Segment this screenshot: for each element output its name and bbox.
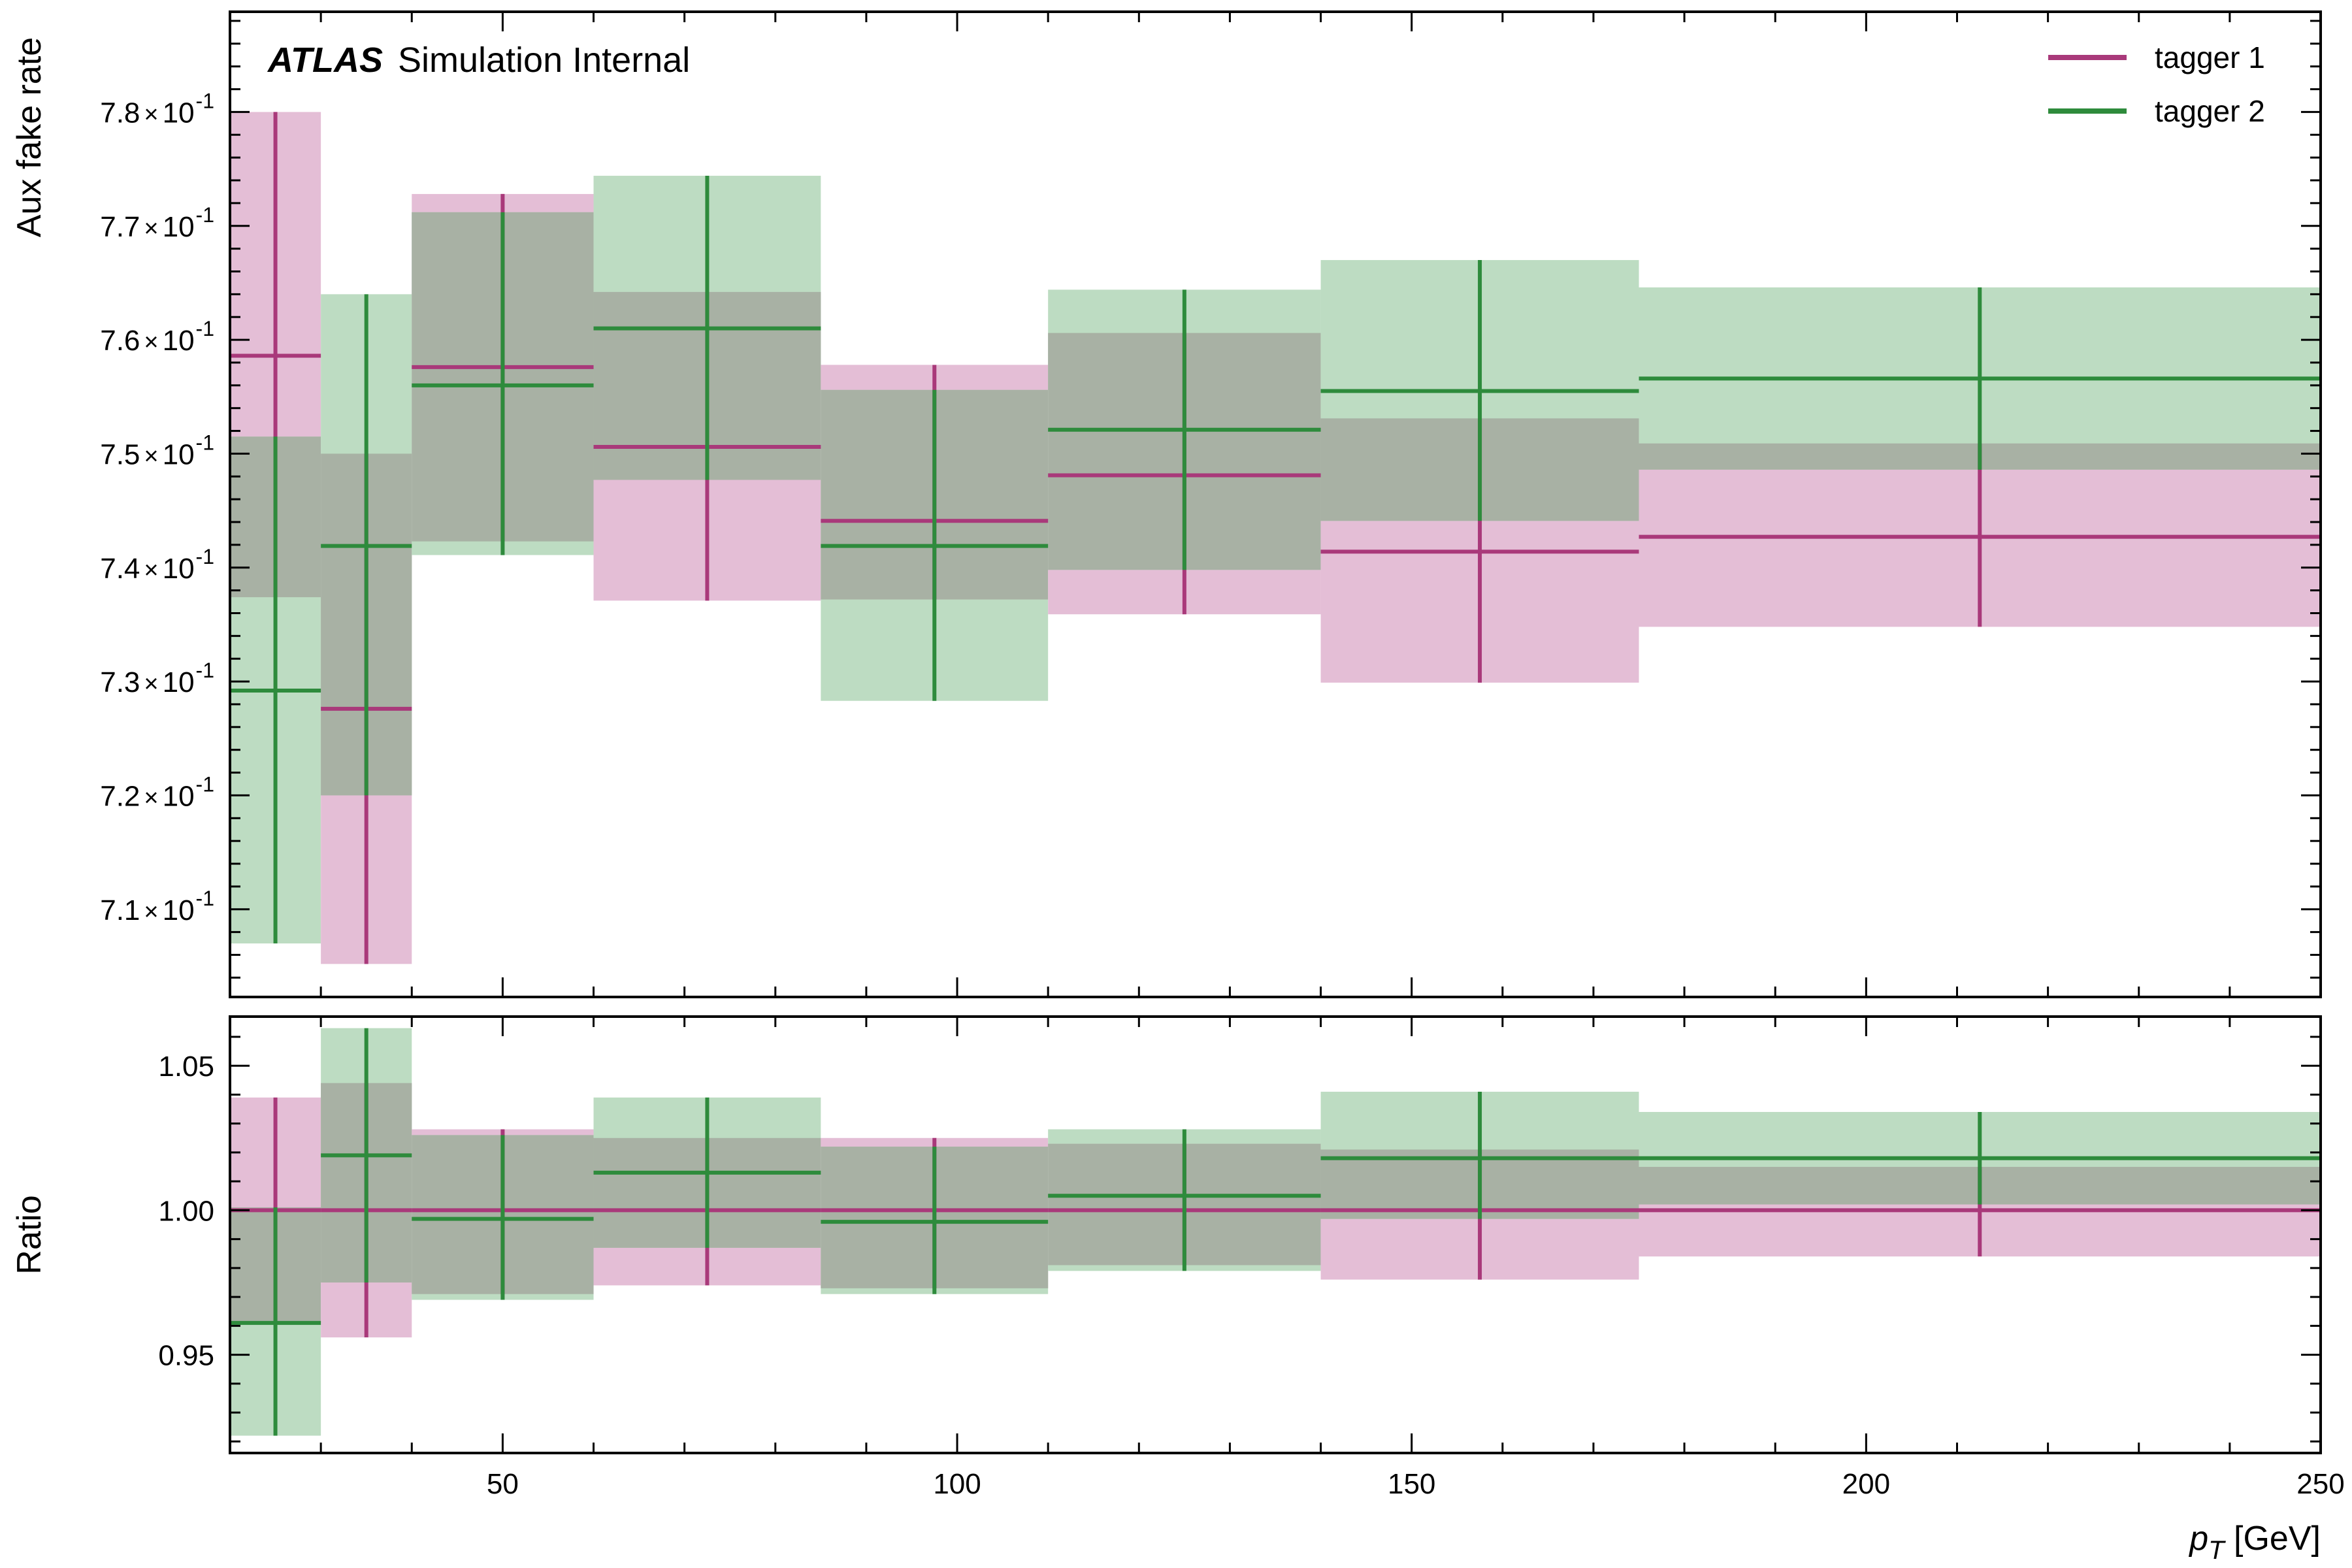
- xtick-label-1: 100: [933, 1468, 981, 1500]
- ytick-mantissa: 7.3: [100, 666, 140, 698]
- legend-label-tagger2: tagger 2: [2155, 94, 2265, 128]
- x-axis-label-p: p: [2188, 1520, 2208, 1558]
- xtick-label-2: 150: [1388, 1468, 1435, 1500]
- ytick-times: ×: [144, 442, 158, 470]
- ytick-base: 10: [163, 780, 195, 812]
- bottom-ytick-label-0: 0.95: [158, 1340, 214, 1372]
- x-axis-label-unit: [GeV]: [2225, 1520, 2321, 1558]
- bottom-y-axis-label: Ratio: [10, 1195, 48, 1274]
- x-axis-label-sub: T: [2208, 1536, 2226, 1565]
- ytick-times: ×: [144, 784, 158, 811]
- ytick-exponent: -1: [196, 545, 214, 568]
- ytick-times: ×: [144, 557, 158, 584]
- xtick-label-4: 250: [2296, 1468, 2344, 1500]
- bottom-ytick-label-1: 1.00: [158, 1195, 214, 1227]
- xtick-label-3: 200: [1842, 1468, 1890, 1500]
- x-axis-label: pT [GeV]: [2188, 1520, 2321, 1565]
- ytick-base: 10: [163, 553, 195, 585]
- ytick-exponent: -1: [196, 887, 214, 910]
- top-ytick-label-1: 7.2 × 10-1: [100, 772, 214, 812]
- ytick-times: ×: [144, 670, 158, 698]
- top-ytick-label-5: 7.6 × 10-1: [100, 317, 214, 357]
- top-ytick-label-6: 7.7 × 10-1: [100, 203, 214, 243]
- ytick-mantissa: 7.4: [100, 553, 140, 585]
- ytick-times: ×: [144, 101, 158, 128]
- ytick-base: 10: [163, 894, 195, 926]
- ytick-mantissa: 7.8: [100, 97, 140, 129]
- legend: tagger 1 tagger 2: [2048, 41, 2265, 128]
- top-lines: [230, 112, 2321, 964]
- ytick-times: ×: [144, 215, 158, 242]
- top-ytick-label-3: 7.4 × 10-1: [100, 545, 214, 585]
- top-ytick-label-4: 7.5 × 10-1: [100, 431, 214, 470]
- top-y-axis-label: Aux fake rate: [10, 37, 48, 237]
- bottom-ticks: 0.95 1.00 1.05 50 100 150 200 250: [158, 1017, 2345, 1500]
- ytick-mantissa: 7.5: [100, 438, 140, 470]
- ytick-exponent: -1: [196, 659, 214, 682]
- xtick-label-0: 50: [487, 1468, 519, 1500]
- ytick-exponent: -1: [196, 431, 214, 454]
- bottom-panel: 0.95 1.00 1.05 50 100 150 200 250: [158, 1015, 2345, 1500]
- ytick-mantissa: 7.6: [100, 325, 140, 357]
- top-panel: 7.1 × 10-17.2 × 10-17.3 × 10-17.4 × 10-17.5 × 10-1…: [100, 10, 2322, 998]
- ytick-mantissa: 7.7: [100, 211, 140, 243]
- bottom-ytick-label-2: 1.05: [158, 1051, 214, 1083]
- bottom-bands: [230, 1028, 2321, 1436]
- top-ticks: 7.1 × 10-17.2 × 10-17.3 × 10-17.4 × 10-17.5 × 10-1…: [100, 12, 2322, 997]
- top-axes-frame: [229, 10, 2322, 998]
- ytick-base: 10: [163, 438, 195, 470]
- ytick-mantissa: 7.1: [100, 894, 140, 926]
- ytick-base: 10: [163, 97, 195, 129]
- atlas-brand: ATLAS: [267, 41, 383, 80]
- legend-label-tagger1: tagger 1: [2155, 41, 2265, 74]
- ytick-base: 10: [163, 325, 195, 357]
- ytick-exponent: -1: [196, 203, 214, 227]
- top-ytick-label-2: 7.3 × 10-1: [100, 659, 214, 698]
- atlas-subtitle: Simulation Internal: [398, 41, 690, 80]
- ytick-exponent: -1: [196, 89, 214, 112]
- top-ytick-label-7: 7.8 × 10-1: [100, 89, 214, 129]
- atlas-label: ATLAS Simulation Internal: [267, 41, 690, 80]
- top-ytick-label-0: 7.1 × 10-1: [100, 887, 214, 926]
- ytick-base: 10: [163, 666, 195, 698]
- ytick-exponent: -1: [196, 317, 214, 340]
- ytick-exponent: -1: [196, 772, 214, 796]
- ytick-times: ×: [144, 329, 158, 356]
- ytick-base: 10: [163, 211, 195, 243]
- bottom-lines: [230, 1028, 2321, 1436]
- bottom-axes-frame: [229, 1015, 2322, 1454]
- ytick-mantissa: 7.2: [100, 780, 140, 812]
- ytick-times: ×: [144, 898, 158, 926]
